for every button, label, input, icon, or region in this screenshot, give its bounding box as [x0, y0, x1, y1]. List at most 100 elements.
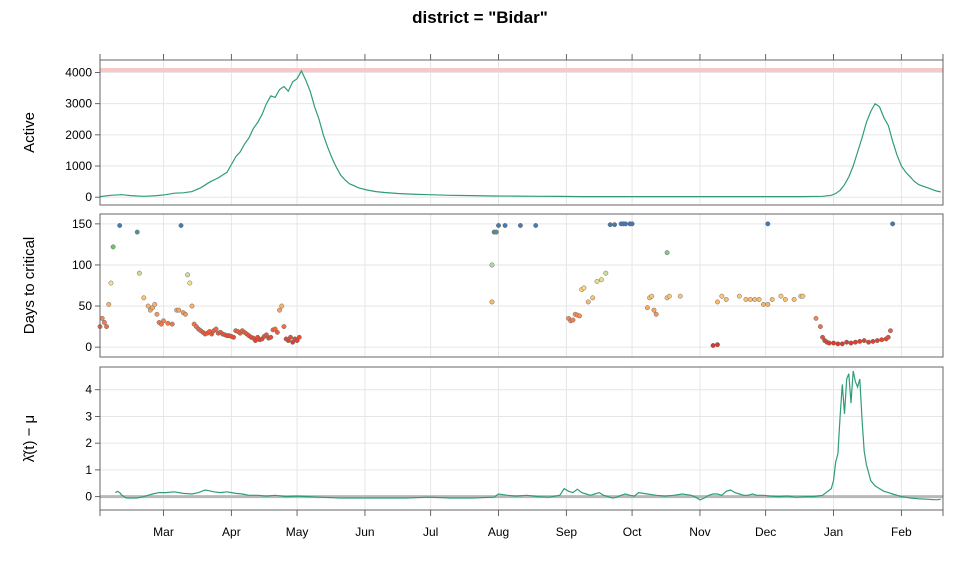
data-point: [747, 297, 753, 302]
data-point: [644, 305, 650, 311]
data-point: [598, 277, 604, 283]
data-point: [165, 320, 171, 326]
data-point: [839, 341, 845, 347]
y-axis-label: λ̂(t) − μ: [21, 415, 38, 462]
data-point: [666, 293, 672, 299]
x-tick-label: Dec: [755, 525, 776, 539]
data-point: [117, 223, 123, 228]
data-point: [274, 329, 280, 335]
data-point: [577, 313, 582, 319]
data-point: [765, 221, 771, 227]
data-point: [736, 293, 742, 299]
data-point: [844, 339, 850, 345]
data-point: [607, 222, 613, 228]
data-point: [715, 299, 720, 305]
data-point: [710, 343, 716, 348]
data-point: [756, 297, 762, 302]
data-point: [677, 293, 683, 299]
panel-days: 0 50 100 150 Days to critical: [21, 213, 944, 358]
data-point: [831, 340, 836, 346]
data-point: [857, 338, 863, 344]
chart-title: district = "Bidar": [412, 8, 548, 27]
data-point: [517, 223, 523, 228]
panels-group: 0 1000 2000 3000 4000 Active 0 50 100 150 Days to …: [21, 59, 944, 511]
y-tick-label: 0: [85, 190, 92, 204]
y-tick-label: 50: [79, 299, 93, 313]
data-point: [879, 337, 885, 343]
data-point: [110, 244, 116, 250]
data-point: [817, 324, 823, 330]
x-tick-label: Aug: [488, 525, 509, 539]
panel-active: 0 1000 2000 3000 4000 Active: [21, 59, 944, 206]
data-point: [189, 303, 195, 309]
data-point: [502, 223, 508, 228]
data-point: [176, 307, 182, 313]
x-axis: Mar Apr May Jun Jul Aug Sep Oct Nov Dec Jan Feb: [99, 54, 944, 539]
data-point: [231, 334, 237, 340]
data-point: [874, 338, 880, 344]
data-point: [752, 297, 758, 302]
data-point: [141, 295, 147, 301]
panel-frame: [99, 213, 944, 358]
data-point: [848, 340, 854, 346]
data-point: [651, 307, 657, 313]
data-point: [496, 223, 501, 228]
y-tick-label: 4: [85, 383, 92, 397]
data-point: [99, 315, 105, 321]
x-tick-label: May: [286, 525, 309, 539]
data-point: [182, 311, 188, 317]
data-point: [723, 297, 729, 302]
data-point: [649, 293, 655, 299]
data-point: [533, 223, 539, 228]
x-tick-label: Feb: [891, 525, 912, 539]
data-point: [719, 293, 725, 299]
data-point: [715, 342, 720, 348]
data-point: [603, 270, 609, 276]
data-point: [623, 221, 628, 227]
y-tick-label: 3000: [65, 97, 92, 111]
data-point: [489, 299, 495, 305]
panel-lambda: 0 1 2 3 4 λ̂(t) − μ: [21, 366, 944, 511]
data-point: [145, 303, 151, 309]
data-point: [134, 229, 140, 235]
data-point: [268, 334, 274, 340]
data-point: [782, 297, 788, 302]
y-tick-label: 0: [85, 490, 92, 504]
data-point: [154, 311, 160, 317]
series-line-active: [99, 69, 941, 198]
data-point: [765, 301, 771, 307]
data-point: [570, 317, 576, 323]
data-point: [826, 340, 832, 346]
data-point: [585, 299, 591, 305]
data-point: [581, 285, 587, 291]
data-point: [104, 324, 110, 330]
data-point: [590, 295, 596, 301]
x-tick-label: Mar: [153, 525, 174, 539]
data-point: [664, 250, 670, 256]
data-point: [178, 223, 184, 228]
data-point: [870, 338, 876, 344]
data-point: [852, 339, 858, 345]
data-point: [835, 341, 841, 347]
data-point: [887, 328, 893, 334]
data-point: [187, 280, 193, 286]
y-tick-label: 3: [85, 409, 92, 423]
data-point: [769, 297, 775, 302]
y-tick-label: 150: [72, 217, 92, 231]
data-point: [279, 303, 285, 309]
y-tick-label: 1: [85, 463, 92, 477]
x-tick-label: Jul: [423, 525, 438, 539]
x-tick-label: Sep: [556, 525, 578, 539]
data-point: [629, 221, 635, 227]
data-point: [161, 318, 166, 324]
panel-frame: [99, 59, 944, 206]
series-line-lambda: [114, 370, 941, 501]
data-point: [612, 222, 618, 228]
data-point: [108, 280, 114, 286]
y-axis-label: Active: [21, 112, 38, 153]
data-point: [213, 326, 219, 332]
data-point: [296, 334, 302, 340]
data-point: [813, 315, 819, 321]
data-point: [493, 229, 499, 235]
